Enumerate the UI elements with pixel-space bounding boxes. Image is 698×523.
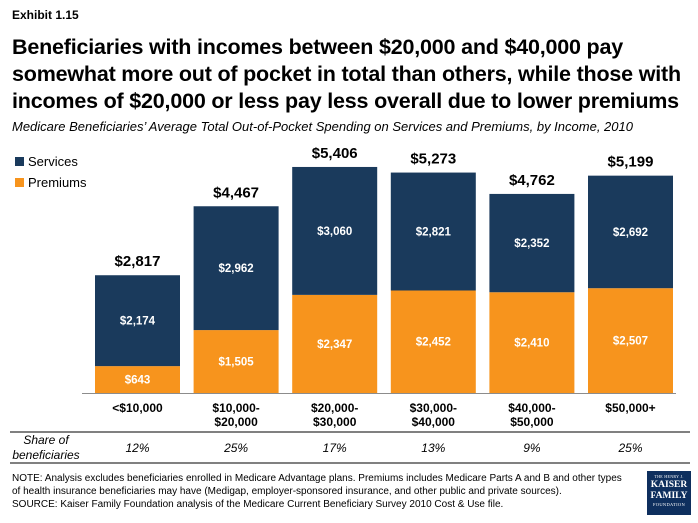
share-value: 13% — [421, 441, 445, 455]
data-label-premiums: $2,507 — [613, 336, 648, 348]
data-label-services: $2,174 — [120, 316, 156, 328]
share-row-label: beneficiaries — [12, 448, 79, 462]
bar-premiums — [95, 366, 180, 393]
category-label: $20,000 — [214, 415, 258, 429]
total-label: $4,467 — [213, 184, 259, 201]
bar-services — [292, 166, 378, 295]
category-label: $20,000- — [311, 401, 358, 415]
bar-premiums — [390, 290, 476, 393]
data-label-services: $2,962 — [219, 263, 254, 275]
category-label: <$10,000 — [112, 401, 163, 415]
data-label-premiums: $2,452 — [416, 337, 451, 349]
category-label: $40,000 — [412, 415, 456, 429]
category-label: $50,000 — [510, 415, 554, 429]
category-label: $40,000- — [508, 401, 555, 415]
data-label-premiums: $1,505 — [219, 357, 255, 369]
share-value: 17% — [323, 441, 347, 455]
total-label: $5,199 — [608, 154, 654, 171]
legend-swatch-services — [15, 157, 24, 166]
source-text: SOURCE: Kaiser Family Foundation analysi… — [12, 499, 504, 510]
notes-block: NOTE: Analysis excludes beneficiaries en… — [12, 472, 630, 511]
bar-premiums — [292, 294, 378, 393]
exhibit-label: Exhibit 1.15 — [12, 8, 79, 22]
logo-line1: THE HENRY J. — [654, 474, 684, 479]
total-label: $5,273 — [410, 151, 456, 168]
logo-kaiser: KAISER — [650, 480, 688, 490]
share-value: 9% — [523, 441, 541, 455]
category-label: $50,000+ — [605, 401, 655, 415]
total-label: $2,817 — [115, 253, 161, 270]
legend-label-premiums: Premiums — [28, 175, 87, 190]
kff-logo: THE HENRY J. KAISER FAMILY FOUNDATION — [647, 471, 691, 515]
total-label: $5,406 — [312, 145, 358, 162]
data-label-premiums: $2,347 — [317, 339, 352, 351]
logo-foundation: FOUNDATION — [653, 502, 685, 507]
bar-premiums — [193, 330, 279, 393]
share-value: 25% — [617, 441, 642, 455]
share-value: 12% — [125, 441, 149, 455]
category-label: $30,000- — [410, 401, 457, 415]
legend-swatch-premiums — [15, 178, 24, 187]
share-row-label: Share of — [23, 433, 70, 447]
data-label-services: $2,692 — [613, 227, 648, 239]
bar-services — [588, 175, 673, 289]
bar-services — [390, 172, 476, 291]
logo-family: FAMILY — [650, 491, 688, 501]
chart-subtitle: Medicare Beneficiaries’ Average Total Ou… — [12, 119, 633, 134]
data-label-services: $2,352 — [514, 238, 549, 250]
data-label-services: $3,060 — [317, 226, 352, 238]
chart-title: Beneficiaries with incomes between $20,0… — [12, 35, 681, 113]
total-label: $4,762 — [509, 172, 555, 189]
bar-premiums — [489, 292, 575, 393]
data-label-services: $2,821 — [416, 227, 452, 239]
bar-services — [489, 193, 575, 293]
bar-services — [95, 275, 180, 367]
data-label-premiums: $643 — [125, 375, 151, 387]
category-label: $10,000- — [212, 401, 259, 415]
share-value: 25% — [223, 441, 248, 455]
data-label-premiums: $2,410 — [514, 338, 549, 350]
legend-label-services: Services — [28, 154, 78, 169]
bar-services — [193, 206, 279, 331]
category-label: $30,000 — [313, 415, 357, 429]
note-text: NOTE: Analysis excludes beneficiaries en… — [12, 473, 622, 497]
bar-premiums — [588, 288, 673, 393]
